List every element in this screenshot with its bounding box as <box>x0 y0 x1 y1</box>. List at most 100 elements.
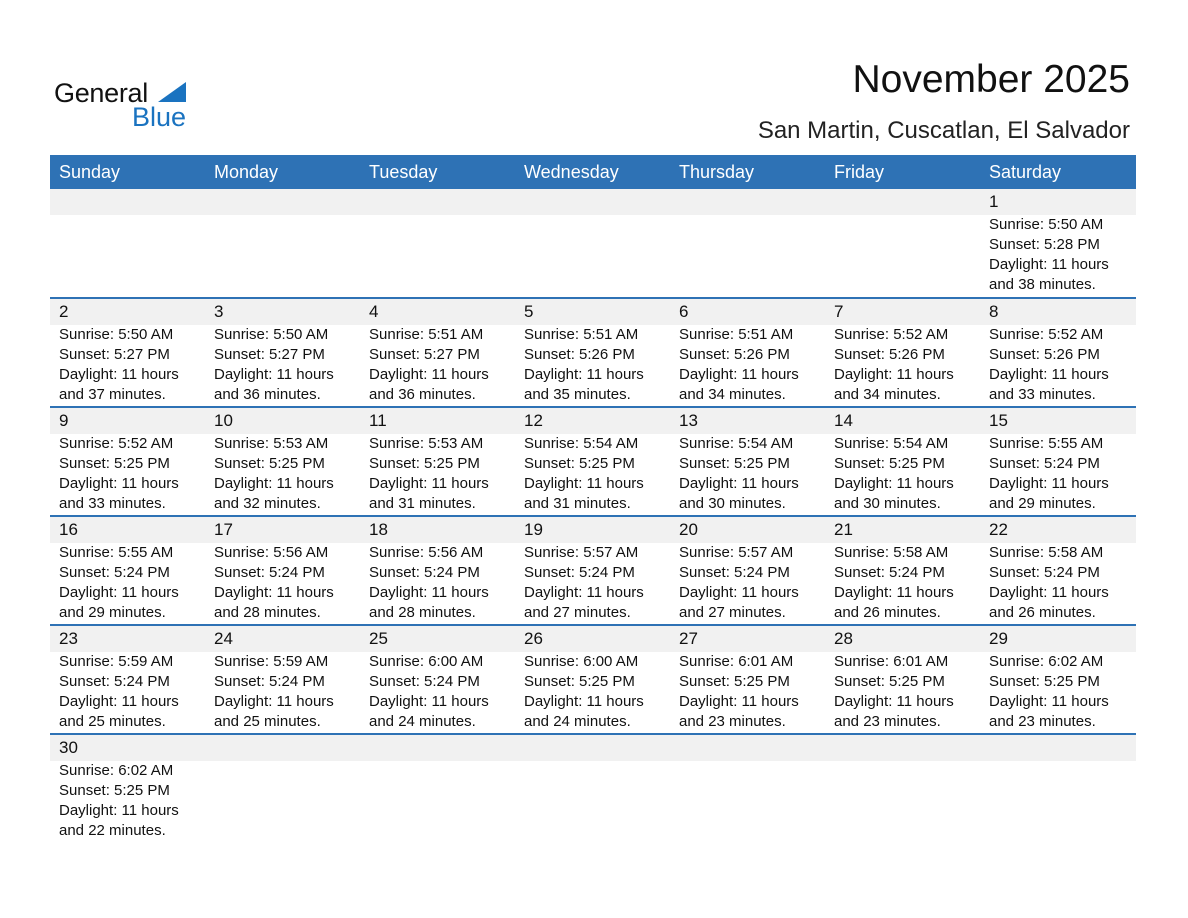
daylight-minutes-text: and 24 minutes. <box>524 713 631 730</box>
daylight-text: Daylight: 11 hours <box>59 802 179 819</box>
day-number: 27 <box>679 629 698 648</box>
sunset-text: Sunset: 5:27 PM <box>59 346 170 363</box>
day-cell: 11 Sunrise: 5:53 AM Sunset: 5:25 PM Dayligh… <box>360 408 515 515</box>
daylight-minutes-text: and 24 minutes. <box>369 713 476 730</box>
sunset-text: Sunset: 5:24 PM <box>214 564 325 581</box>
daylight-minutes-text: and 31 minutes. <box>369 495 476 512</box>
day-cell: 29 Sunrise: 6:02 AM Sunset: 5:25 PM Dayligh… <box>980 626 1135 733</box>
sunset-text: Sunset: 5:24 PM <box>369 673 480 690</box>
day-number: 24 <box>214 629 233 648</box>
week-row: 2 Sunrise: 5:50 AM Sunset: 5:27 PM Daylight… <box>50 297 1136 406</box>
day-number: 6 <box>679 302 689 321</box>
daylight-minutes-text: and 27 minutes. <box>524 604 631 621</box>
daylight-text: Daylight: 11 hours <box>679 475 799 492</box>
daylight-text: Daylight: 11 hours <box>369 693 489 710</box>
day-cell: 16 Sunrise: 5:55 AM Sunset: 5:24 PM Dayligh… <box>50 517 205 624</box>
day-number: 23 <box>59 629 78 648</box>
sunrise-text: Sunrise: 5:53 AM <box>214 435 329 452</box>
sunset-text: Sunset: 5:28 PM <box>989 236 1100 253</box>
day-cell: 10 Sunrise: 5:53 AM Sunset: 5:25 PM Dayligh… <box>205 408 360 515</box>
week-row: 1 Sunrise: 5:50 AM Sunset: 5:28 PM Daylight… <box>50 189 1136 297</box>
day-number: 2 <box>59 302 69 321</box>
day-number: 18 <box>369 520 388 539</box>
day-number: 22 <box>989 520 1008 539</box>
day-number: 4 <box>369 302 379 321</box>
daylight-minutes-text: and 36 minutes. <box>369 386 476 403</box>
day-cell <box>360 735 515 842</box>
weekday-tuesday: Tuesday <box>369 162 438 182</box>
sunrise-text: Sunrise: 5:50 AM <box>59 326 174 343</box>
sunset-text: Sunset: 5:25 PM <box>524 455 635 472</box>
day-cell: 19 Sunrise: 5:57 AM Sunset: 5:24 PM Dayligh… <box>515 517 670 624</box>
daylight-minutes-text: and 30 minutes. <box>834 495 941 512</box>
sunrise-text: Sunrise: 5:52 AM <box>989 326 1104 343</box>
daylight-minutes-text: and 37 minutes. <box>59 386 166 403</box>
day-cell: 17 Sunrise: 5:56 AM Sunset: 5:24 PM Dayligh… <box>205 517 360 624</box>
day-number-band <box>50 408 1136 434</box>
daylight-text: Daylight: 11 hours <box>214 584 334 601</box>
daylight-minutes-text: and 29 minutes. <box>59 604 166 621</box>
daylight-text: Daylight: 11 hours <box>524 584 644 601</box>
general-blue-logo: General Blue <box>54 78 194 132</box>
day-number-band <box>50 735 1136 761</box>
daylight-minutes-text: and 33 minutes. <box>59 495 166 512</box>
daylight-text: Daylight: 11 hours <box>834 366 954 383</box>
day-cell <box>825 189 980 297</box>
sunrise-text: Sunrise: 5:50 AM <box>214 326 329 343</box>
daylight-minutes-text: and 36 minutes. <box>214 386 321 403</box>
logo-triangle-icon <box>158 82 186 102</box>
location-subtitle: San Martin, Cuscatlan, El Salvador <box>757 117 1130 144</box>
sunset-text: Sunset: 5:24 PM <box>679 564 790 581</box>
day-cell: 24 Sunrise: 5:59 AM Sunset: 5:24 PM Dayligh… <box>205 626 360 733</box>
sunrise-text: Sunrise: 5:54 AM <box>834 435 949 452</box>
daylight-text: Daylight: 11 hours <box>214 366 334 383</box>
daylight-text: Daylight: 11 hours <box>524 366 644 383</box>
day-cell: 28 Sunrise: 6:01 AM Sunset: 5:25 PM Dayligh… <box>825 626 980 733</box>
daylight-text: Daylight: 11 hours <box>59 475 179 492</box>
day-number: 21 <box>834 520 853 539</box>
sunrise-text: Sunrise: 6:00 AM <box>524 653 639 670</box>
sunset-text: Sunset: 5:24 PM <box>214 673 325 690</box>
day-cell: 7 Sunrise: 5:52 AM Sunset: 5:26 PM Daylight… <box>825 299 980 406</box>
day-cell: 20 Sunrise: 5:57 AM Sunset: 5:24 PM Dayligh… <box>670 517 825 624</box>
daylight-text: Daylight: 11 hours <box>524 475 644 492</box>
weekday-sunday: Sunday <box>59 162 121 182</box>
day-number: 3 <box>214 302 224 321</box>
day-cell: 21 Sunrise: 5:58 AM Sunset: 5:24 PM Dayligh… <box>825 517 980 624</box>
daylight-minutes-text: and 26 minutes. <box>834 604 941 621</box>
sunset-text: Sunset: 5:25 PM <box>834 455 945 472</box>
daylight-text: Daylight: 11 hours <box>214 475 334 492</box>
day-cell: 30 Sunrise: 6:02 AM Sunset: 5:25 PM Dayligh… <box>50 735 205 842</box>
daylight-text: Daylight: 11 hours <box>214 693 334 710</box>
sunset-text: Sunset: 5:27 PM <box>214 346 325 363</box>
daylight-text: Daylight: 11 hours <box>989 256 1109 273</box>
sunrise-text: Sunrise: 5:56 AM <box>214 544 329 561</box>
daylight-text: Daylight: 11 hours <box>834 693 954 710</box>
sunset-text: Sunset: 5:24 PM <box>834 564 945 581</box>
sunset-text: Sunset: 5:25 PM <box>59 455 170 472</box>
sunset-text: Sunset: 5:25 PM <box>834 673 945 690</box>
sunset-text: Sunset: 5:25 PM <box>989 673 1100 690</box>
sunrise-text: Sunrise: 5:59 AM <box>214 653 329 670</box>
daylight-minutes-text: and 34 minutes. <box>679 386 786 403</box>
sunrise-text: Sunrise: 5:51 AM <box>369 326 484 343</box>
sunset-text: Sunset: 5:26 PM <box>679 346 790 363</box>
sunrise-text: Sunrise: 6:01 AM <box>834 653 949 670</box>
day-cell: 13 Sunrise: 5:54 AM Sunset: 5:25 PM Dayligh… <box>670 408 825 515</box>
sunset-text: Sunset: 5:25 PM <box>679 455 790 472</box>
daylight-text: Daylight: 11 hours <box>59 584 179 601</box>
sunrise-text: Sunrise: 6:02 AM <box>59 762 174 779</box>
sunrise-text: Sunrise: 5:50 AM <box>989 216 1104 233</box>
day-cell <box>360 189 515 297</box>
sunset-text: Sunset: 5:26 PM <box>524 346 635 363</box>
day-cell: 22 Sunrise: 5:58 AM Sunset: 5:24 PM Dayligh… <box>980 517 1135 624</box>
logo-text-blue: Blue <box>132 102 187 132</box>
daylight-minutes-text: and 30 minutes. <box>679 495 786 512</box>
day-cell: 27 Sunrise: 6:01 AM Sunset: 5:25 PM Dayligh… <box>670 626 825 733</box>
day-cell: 5 Sunrise: 5:51 AM Sunset: 5:26 PM Daylight… <box>515 299 670 406</box>
sunrise-text: Sunrise: 5:51 AM <box>679 326 794 343</box>
weekday-wednesday: Wednesday <box>524 162 619 182</box>
sunrise-text: Sunrise: 5:54 AM <box>524 435 639 452</box>
calendar-weeks: 1 Sunrise: 5:50 AM Sunset: 5:28 PM Daylight… <box>50 189 1136 842</box>
day-cell <box>670 189 825 297</box>
